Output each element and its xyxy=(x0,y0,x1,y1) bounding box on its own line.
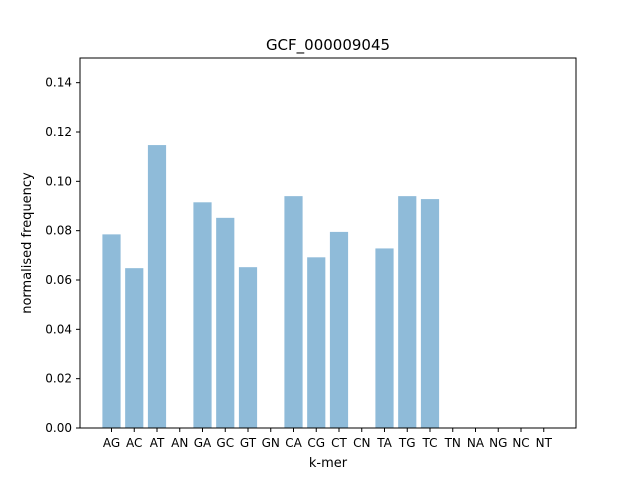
y-axis-label: normalised frequency xyxy=(20,172,35,314)
y-tick-label: 0.06 xyxy=(45,273,72,287)
y-tick-label: 0.00 xyxy=(45,421,72,435)
bar-ag xyxy=(102,234,121,428)
x-tick-label: AT xyxy=(150,436,165,450)
y-tick-label: 0.10 xyxy=(45,174,72,188)
bar-ta xyxy=(375,248,394,428)
bar-ca xyxy=(284,196,303,428)
x-tick-label: NG xyxy=(489,436,507,450)
x-tick-label: GT xyxy=(240,436,257,450)
bar-at xyxy=(147,145,167,428)
x-tick-label: NC xyxy=(512,436,529,450)
x-tick-label: TN xyxy=(444,436,461,450)
x-axis-label: k-mer xyxy=(309,456,348,471)
bar-tc xyxy=(420,199,440,428)
y-tick-label: 0.14 xyxy=(45,76,72,90)
x-tick-label: TC xyxy=(421,436,437,450)
y-tick-label: 0.02 xyxy=(45,372,72,386)
x-tick-label: AG xyxy=(103,436,120,450)
bar-tg xyxy=(398,196,417,428)
x-tick-label: CA xyxy=(285,436,302,450)
x-axis: AG AC AT AN GA GC GT GN CA CG CT CN TA TG TC TN NA NG NC NT xyxy=(103,428,553,450)
y-tick-label: 0.04 xyxy=(45,322,72,336)
chart-title: GCF_000009045 xyxy=(266,36,390,55)
x-tick-label: AN xyxy=(171,436,188,450)
bar-gc xyxy=(216,217,235,428)
x-tick-label: NT xyxy=(536,436,553,450)
x-tick-label: CN xyxy=(353,436,370,450)
x-tick-label: TG xyxy=(398,436,416,450)
plot-frame xyxy=(79,57,577,429)
x-tick-label: TA xyxy=(376,436,392,450)
x-tick-label: GN xyxy=(262,436,280,450)
bar-cg xyxy=(307,257,326,428)
x-tick-label: CT xyxy=(331,436,347,450)
x-tick-label: AC xyxy=(126,436,142,450)
y-axis: 0.00 0.02 0.04 0.06 0.08 0.10 0.12 0.14 xyxy=(45,76,80,435)
bar-gt xyxy=(238,267,258,428)
x-tick-label: GA xyxy=(194,436,212,450)
x-tick-label: GC xyxy=(216,436,234,450)
y-tick-label: 0.08 xyxy=(45,224,72,238)
x-tick-label: NA xyxy=(467,436,485,450)
bar-ga xyxy=(193,202,212,428)
y-tick-label: 0.12 xyxy=(45,125,72,139)
x-tick-label: CG xyxy=(307,436,325,450)
bar-ac xyxy=(125,268,144,428)
bar-ct xyxy=(329,231,349,428)
bars-group xyxy=(102,145,440,428)
